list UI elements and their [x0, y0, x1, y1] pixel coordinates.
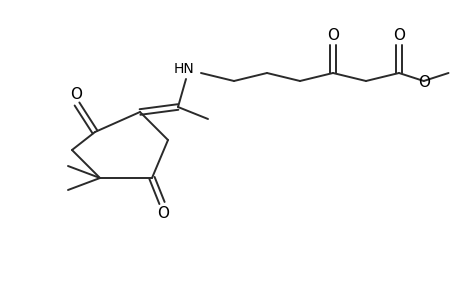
Text: O: O	[157, 206, 168, 220]
Text: O: O	[326, 28, 338, 43]
Text: HN: HN	[173, 62, 194, 76]
Text: O: O	[417, 74, 429, 89]
Text: O: O	[392, 28, 404, 43]
Text: O: O	[70, 86, 82, 101]
